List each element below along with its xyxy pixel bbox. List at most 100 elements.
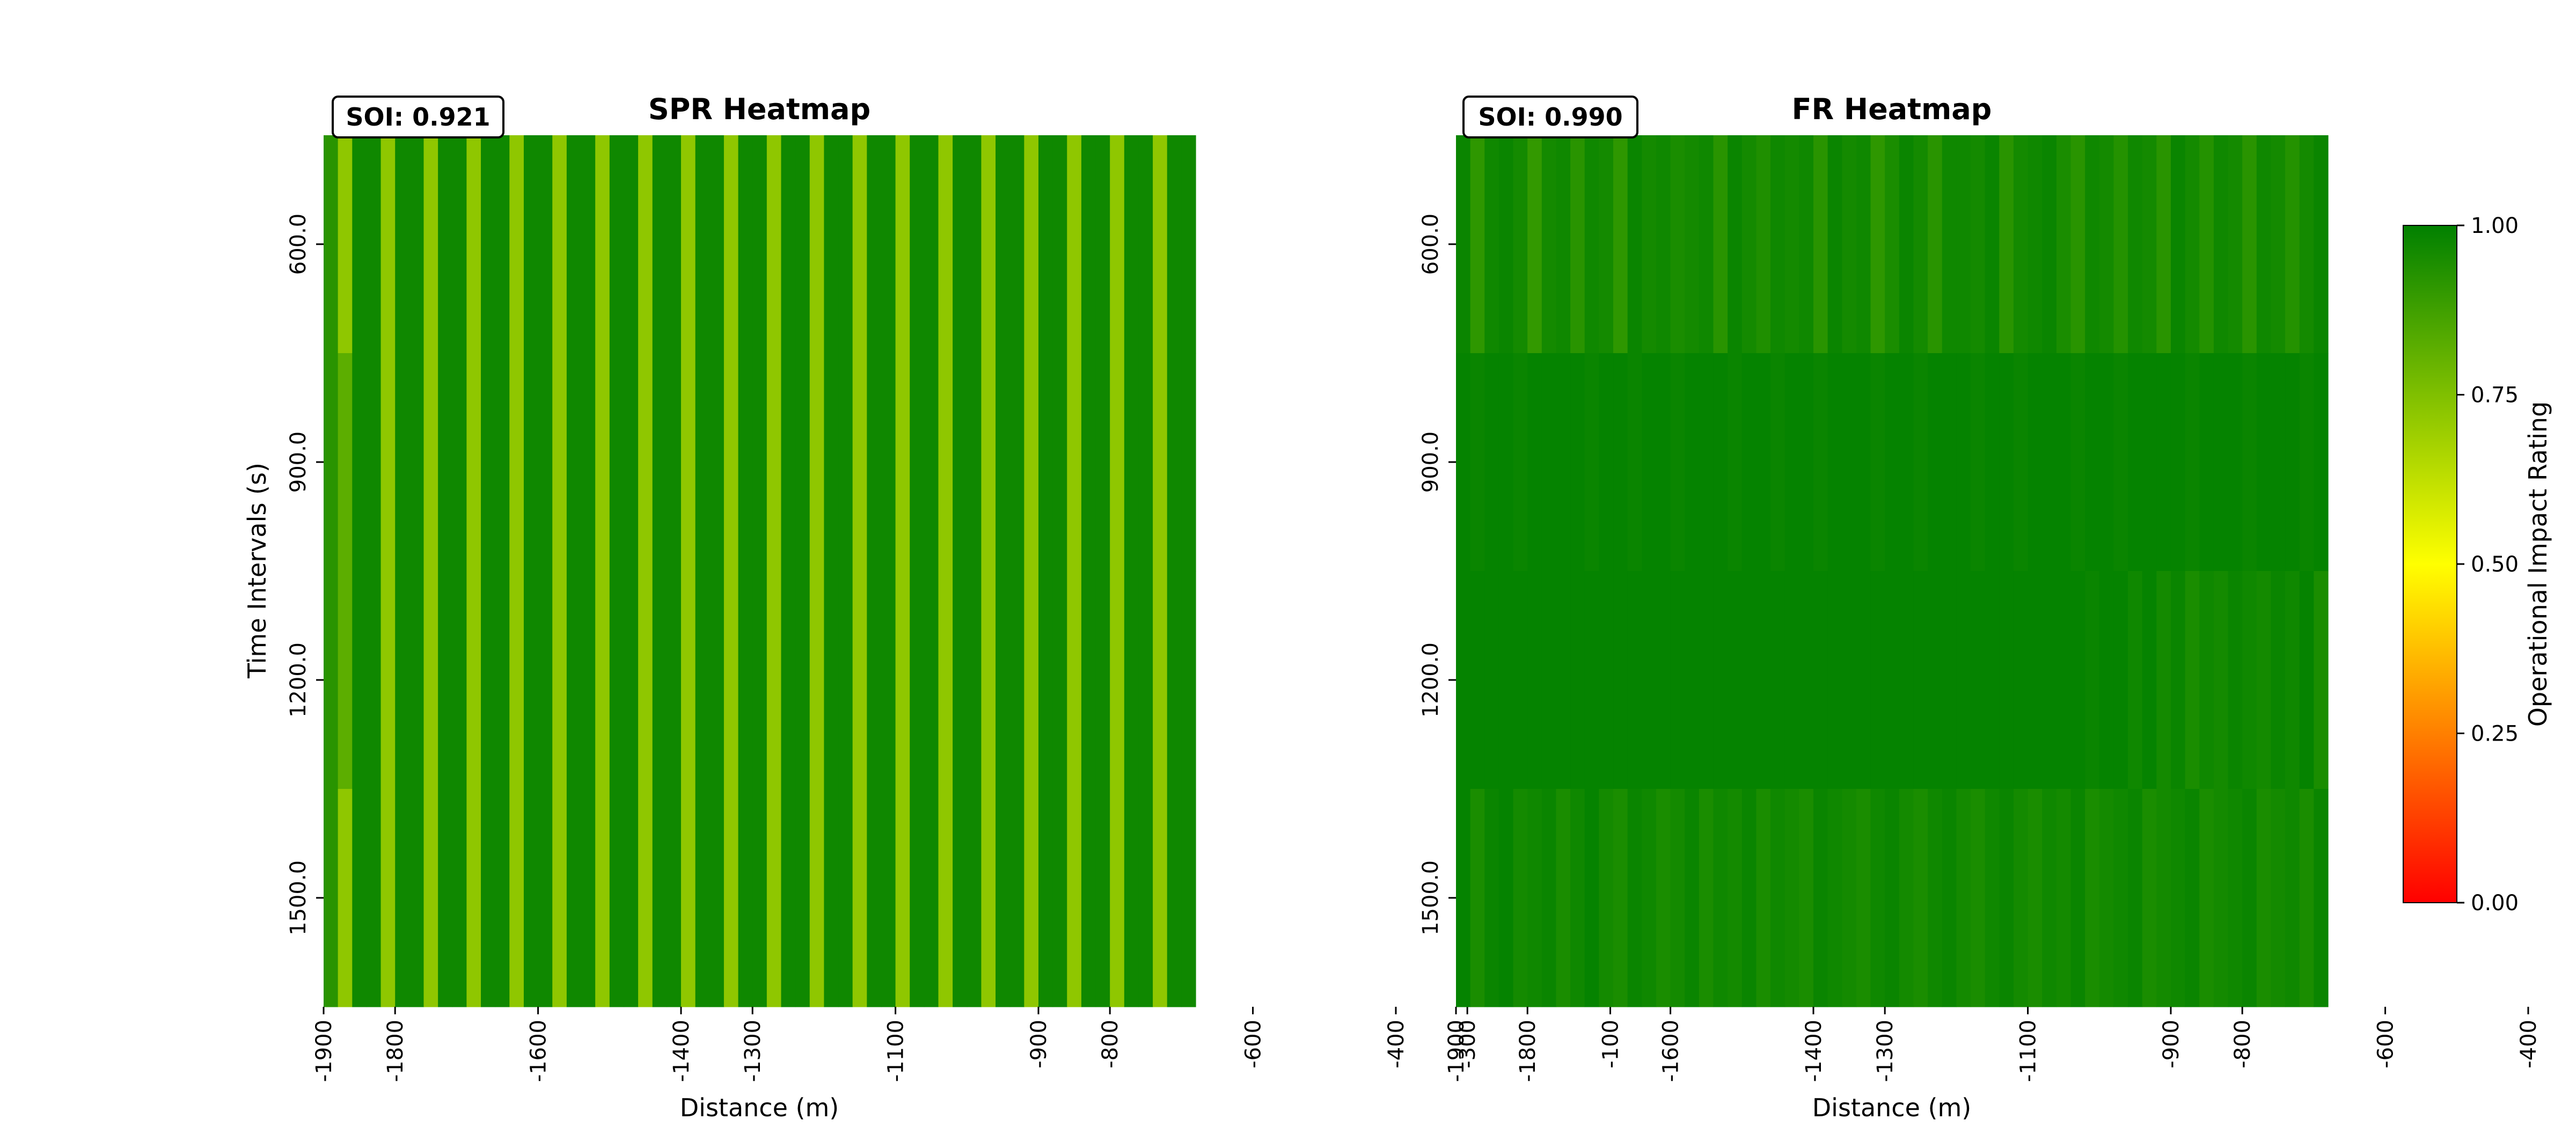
spr-y-tick-label: 1500.0 bbox=[286, 860, 311, 935]
spr-heatmap-cell bbox=[652, 353, 667, 572]
fr-heatmap-cell bbox=[2142, 571, 2157, 789]
spr-heatmap-cell bbox=[938, 571, 953, 789]
spr-heatmap-cell bbox=[809, 353, 824, 572]
spr-heatmap-cell bbox=[481, 353, 496, 572]
spr-heatmap-cell bbox=[523, 571, 539, 789]
fr-heatmap-cell bbox=[1599, 135, 1614, 354]
spr-heatmap-cell bbox=[452, 571, 467, 789]
spr-x-tick-label: -100 bbox=[1599, 1020, 1623, 1069]
colorbar-tick-label: 0.50 bbox=[2471, 552, 2519, 577]
fr-heatmap-cell bbox=[1799, 571, 1814, 789]
fr-heatmap-cell bbox=[1728, 135, 1743, 354]
fr-heatmap-panel: FR Heatmap SOI: 0.990 -1900 -1800 -1600 -14… bbox=[1418, 92, 2541, 1122]
spr-heatmap-cell bbox=[609, 353, 625, 572]
fr-heatmap-cell bbox=[2142, 353, 2157, 572]
fr-heatmap-cell bbox=[2256, 789, 2272, 1007]
spr-heatmap-cell bbox=[895, 135, 910, 354]
fr-heatmap-cell bbox=[1685, 571, 1700, 789]
fr-x-tick-label: -600 bbox=[2374, 1020, 2398, 1069]
fr-x-tick-label: -1100 bbox=[2016, 1020, 2041, 1082]
fr-heatmap-cell bbox=[1584, 135, 1599, 354]
spr-heatmap-cell bbox=[1009, 571, 1024, 789]
spr-heatmap-cell bbox=[953, 135, 968, 354]
spr-heatmap-cell bbox=[481, 789, 496, 1007]
fr-heatmap-cell bbox=[1613, 571, 1628, 789]
spr-heatmap-cell bbox=[1081, 571, 1096, 789]
fr-heatmap-cell bbox=[1942, 571, 1957, 789]
spr-heatmap-cell bbox=[1009, 135, 1024, 354]
fr-heatmap-cell bbox=[2170, 135, 2186, 354]
spr-heatmap-cell bbox=[552, 571, 567, 789]
spr-heatmap-cell bbox=[609, 135, 625, 354]
fr-heatmap-cell bbox=[1670, 571, 1685, 789]
fr-heatmap-cell bbox=[2285, 353, 2300, 572]
spr-soi-annotation: SOI: 0.921 bbox=[332, 96, 504, 138]
spr-heatmap-cell bbox=[538, 135, 553, 354]
fr-heatmap-cell bbox=[2113, 571, 2128, 789]
fr-heatmap-cell bbox=[1985, 789, 2000, 1007]
spr-heatmap-cell bbox=[723, 789, 739, 1007]
fr-x-tick-label: -900 bbox=[2159, 1020, 2184, 1069]
spr-heatmap-cell bbox=[953, 789, 968, 1007]
fr-heatmap-cell bbox=[1827, 353, 1842, 572]
fr-heatmap-cell bbox=[1613, 789, 1628, 1007]
fr-heatmap-cell bbox=[2170, 353, 2186, 572]
spr-y-tick-label: 900.0 bbox=[286, 431, 311, 493]
fr-heatmap-cell bbox=[1584, 353, 1599, 572]
fr-heatmap-cell bbox=[1971, 135, 1986, 354]
fr-heatmap-cell bbox=[1842, 789, 1857, 1007]
fr-heatmap-cell bbox=[1842, 353, 1857, 572]
fr-heatmap-cell bbox=[1741, 353, 1757, 572]
fr-heatmap-cell bbox=[1770, 571, 1785, 789]
fr-heatmap-cell bbox=[1842, 571, 1857, 789]
fr-heatmap-cell bbox=[2185, 353, 2200, 572]
fr-heatmap-cell bbox=[1899, 135, 1914, 354]
spr-heatmap-cell bbox=[867, 353, 882, 572]
spr-heatmap-cell bbox=[423, 135, 438, 354]
spr-heatmap-cell bbox=[509, 571, 524, 789]
fr-heatmap-cell bbox=[1971, 353, 1986, 572]
spr-heatmap-cell bbox=[695, 789, 710, 1007]
fr-heatmap-cell bbox=[2128, 353, 2143, 572]
fr-heatmap-cell bbox=[2128, 789, 2143, 1007]
fr-heatmap-cell bbox=[2070, 571, 2085, 789]
spr-x-tick-label: -300 bbox=[1455, 1020, 1480, 1069]
fr-heatmap-cell bbox=[2085, 789, 2100, 1007]
spr-heatmap-panel: SPR Heatmap SOI: 0.921 -1900 -1800 -1600 -1… bbox=[243, 92, 1623, 1122]
fr-heatmap-cell bbox=[1627, 571, 1642, 789]
spr-heatmap-cell bbox=[738, 571, 753, 789]
fr-heatmap-cell bbox=[1956, 135, 1971, 354]
spr-heatmap-cell bbox=[953, 353, 968, 572]
fr-heatmap-cell bbox=[1513, 353, 1528, 572]
spr-heatmap-cell bbox=[996, 789, 1011, 1007]
spr-heatmap-cell bbox=[1124, 571, 1139, 789]
fr-heatmap-cell bbox=[1642, 571, 1657, 789]
fr-heatmap-cell bbox=[1999, 789, 2014, 1007]
fr-heatmap-cell bbox=[1799, 135, 1814, 354]
spr-heatmap-cell bbox=[852, 135, 867, 354]
fr-heatmap-cell bbox=[2085, 135, 2100, 354]
spr-heatmap-cell bbox=[395, 789, 410, 1007]
fr-heatmap-cell bbox=[2314, 789, 2329, 1007]
spr-heatmap-cell bbox=[466, 571, 481, 789]
fr-heatmap-cell bbox=[2213, 571, 2229, 789]
spr-heatmap-cell bbox=[895, 789, 910, 1007]
spr-heatmap-cell bbox=[1153, 135, 1168, 354]
spr-heatmap-cell bbox=[1095, 353, 1110, 572]
fr-heatmap-cell bbox=[1699, 353, 1714, 572]
fr-x-tick-label: -400 bbox=[2516, 1020, 2541, 1069]
spr-heatmap-cell bbox=[795, 571, 810, 789]
spr-heatmap-cell bbox=[1153, 571, 1168, 789]
spr-heatmap-cell bbox=[581, 353, 596, 572]
fr-heatmap-cell bbox=[1498, 571, 1514, 789]
spr-heatmap-cell bbox=[752, 353, 767, 572]
spr-heatmap-cell bbox=[1181, 353, 1196, 572]
spr-heatmap-cell bbox=[338, 135, 353, 354]
fr-heatmap-cell bbox=[1942, 353, 1957, 572]
fr-heatmap-cell bbox=[1541, 353, 1557, 572]
spr-heatmap-cell bbox=[1167, 353, 1182, 572]
fr-heatmap-cell bbox=[1885, 353, 1900, 572]
fr-heatmap-cell bbox=[2285, 135, 2300, 354]
spr-heatmap-cell bbox=[981, 353, 996, 572]
spr-heatmap-cell bbox=[495, 353, 510, 572]
